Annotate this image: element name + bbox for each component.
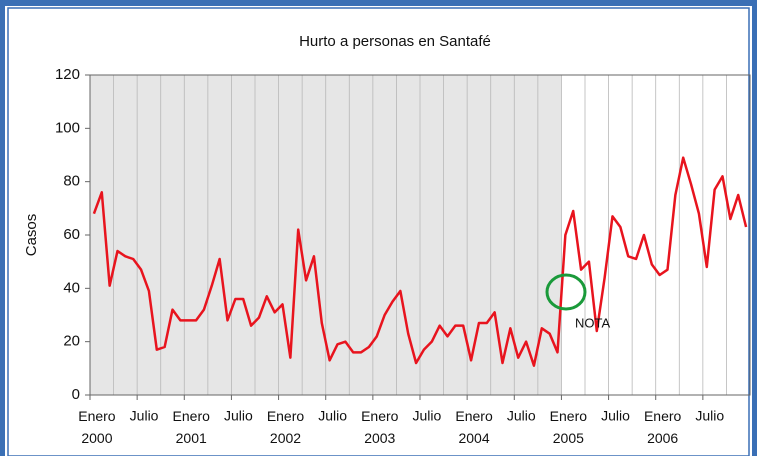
x-tick-label: Julio: [601, 408, 630, 424]
chart-title: Hurto a personas en Santafé: [299, 33, 491, 50]
y-tick-label: 40: [63, 279, 80, 296]
y-tick-label: 0: [72, 386, 80, 403]
x-tick-label: Julio: [413, 408, 442, 424]
x-tick-label: Enero 2004: [455, 408, 493, 446]
x-tick-label: Julio: [318, 408, 347, 424]
x-tick-label: Julio: [130, 408, 159, 424]
y-axis-label: Casos: [23, 214, 40, 257]
data-line: [92, 156, 748, 367]
frame-top: [0, 0, 757, 6]
y-tick-label: 100: [55, 119, 80, 136]
x-tick-label: Enero 2000: [78, 408, 116, 446]
y-tick-label: 80: [63, 173, 80, 190]
frame-right: [752, 0, 757, 456]
x-tick-label: Enero 2006: [644, 408, 682, 446]
x-tick-label: Julio: [224, 408, 253, 424]
x-tick-label: Julio: [507, 408, 536, 424]
x-tick-label: Enero 2003: [361, 408, 399, 446]
x-tick-label: Enero 2005: [550, 408, 588, 446]
x-tick-label: Enero 2001: [173, 408, 211, 446]
y-tick-label: 20: [63, 333, 80, 350]
y-tick-label: 120: [55, 66, 80, 83]
frame-left: [0, 0, 5, 456]
annotation-circle: [545, 273, 587, 311]
inner-frame: [7, 7, 750, 456]
annotation-text: NOTA: [575, 315, 610, 330]
y-tick-label: 60: [63, 226, 80, 243]
x-tick-label: Enero 2002: [267, 408, 305, 446]
x-tick-label: Julio: [695, 408, 724, 424]
